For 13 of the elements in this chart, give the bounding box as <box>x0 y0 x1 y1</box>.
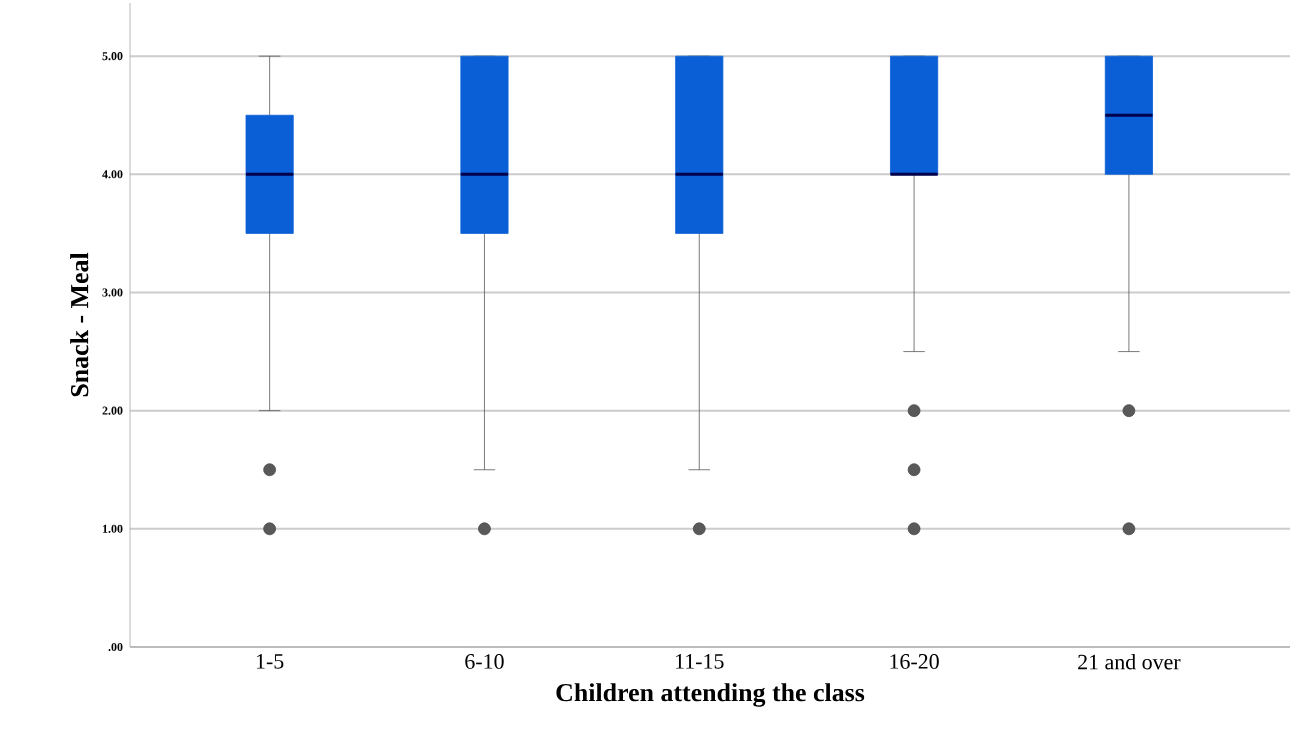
y-tick-label: .00 <box>108 642 123 652</box>
x-tick-label: 1-5 <box>256 654 284 669</box>
x-axis-title: Children attending the class <box>556 683 865 707</box>
x-tick-label: 21 and over <box>1078 654 1181 670</box>
y-tick-label: 3.00 <box>102 288 123 297</box>
x-tick-label: 11-15 <box>676 654 724 669</box>
y-tick-label: 2.00 <box>102 406 123 415</box>
x-tick-label: 16-20 <box>890 654 939 669</box>
y-tick-label: 1.00 <box>103 524 123 533</box>
y-tick-label: 5.00 <box>102 52 123 61</box>
y-tick-label: 4.00 <box>102 170 123 179</box>
x-tick-label: 6-10 <box>465 654 504 669</box>
y-axis-title: Snack - Meal <box>70 252 89 397</box>
